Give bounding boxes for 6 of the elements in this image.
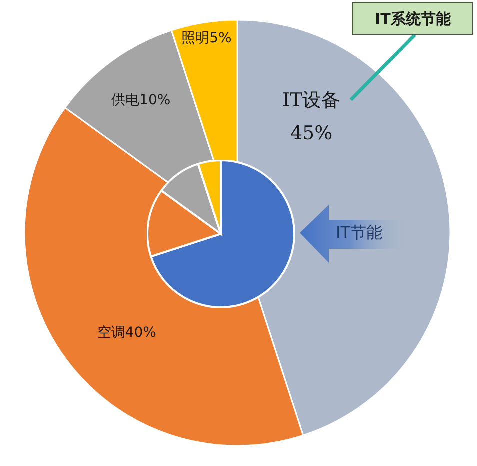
slice-label: 供电10% bbox=[112, 92, 171, 108]
text: IT节能 bbox=[336, 222, 382, 244]
slice-label: IT设备 bbox=[282, 89, 341, 112]
slice-label: 空调40% bbox=[97, 324, 156, 341]
slice-label: 照明5% bbox=[182, 30, 232, 46]
data-label: 45% bbox=[290, 122, 333, 144]
